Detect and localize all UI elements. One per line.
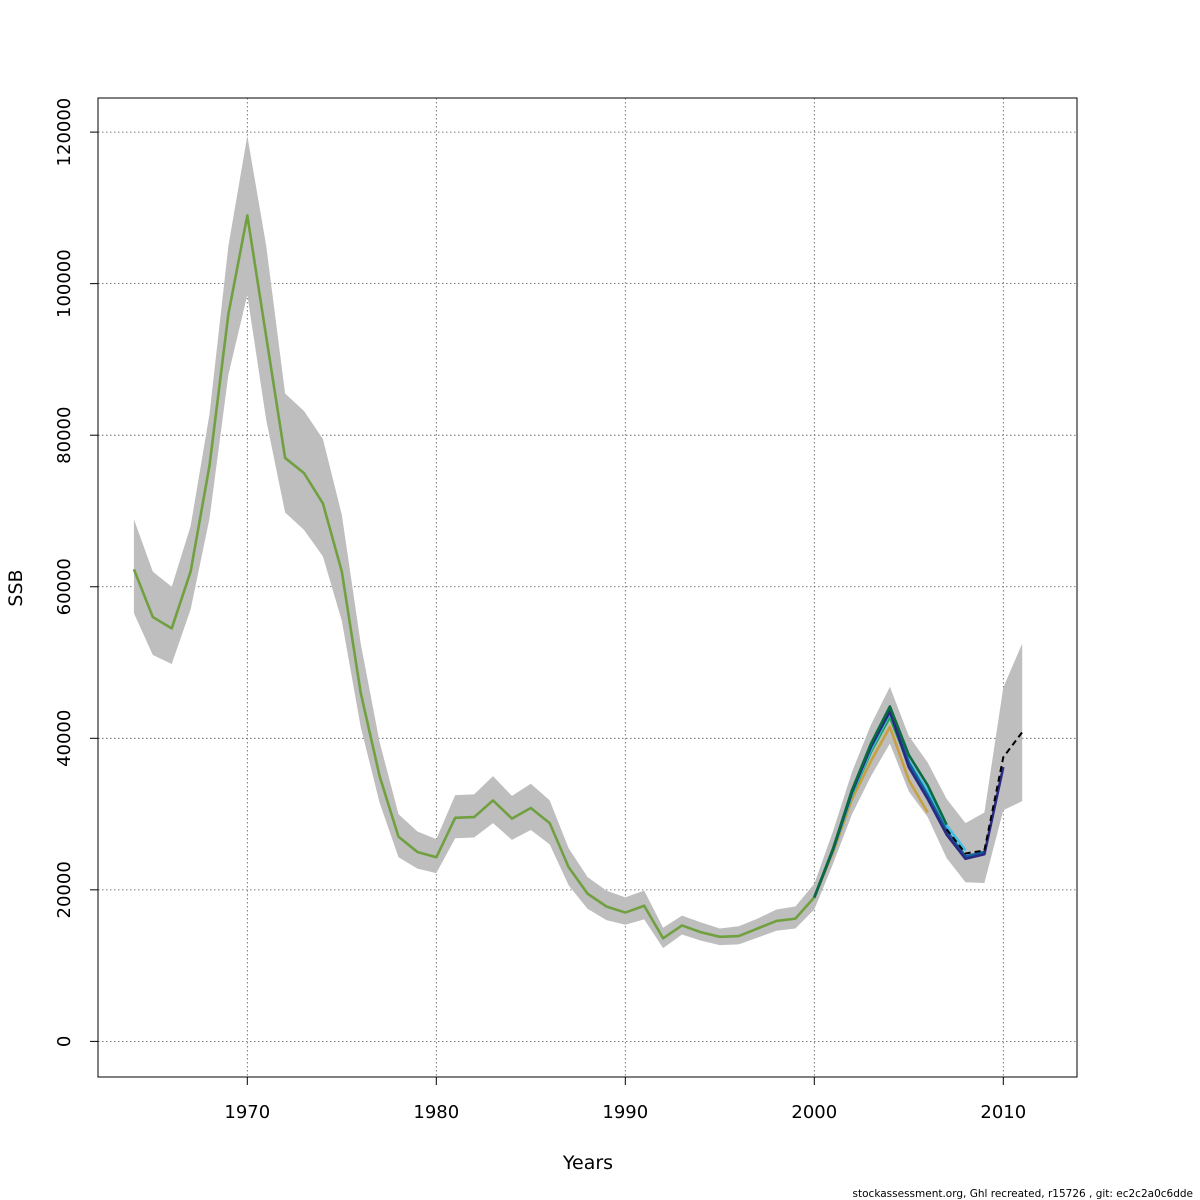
series-lines: [132, 214, 1023, 940]
series-line-0: [132, 214, 816, 940]
x-axis-title: Years: [562, 1152, 613, 1174]
plot-frame: [97, 97, 1078, 1078]
confidence-band: [133, 135, 1023, 949]
y-axis: 0 20000 40000 60000 80000 100000 120000: [54, 98, 98, 1047]
series-line-7: [945, 731, 1023, 855]
y-tick-label: 80000: [54, 407, 75, 464]
y-axis-title: SSB: [5, 569, 27, 606]
series-line-6: [813, 705, 948, 898]
ci-band: [133, 135, 1023, 949]
x-tick-label: 1970: [224, 1102, 270, 1123]
x-axis: 1970 1980 1990 2000 2010: [224, 1077, 1026, 1123]
y-tick-label: 100000: [54, 249, 75, 318]
y-tick-label: 60000: [54, 558, 75, 615]
footer-text: stockassessment.org, Ghl recreated, r157…: [853, 1188, 1193, 1200]
y-tick-label: 40000: [54, 710, 75, 767]
x-tick-label: 2000: [791, 1102, 837, 1123]
x-tick-label: 1980: [413, 1102, 459, 1123]
y-tick-label: 20000: [54, 861, 75, 918]
y-tick-label: 0: [54, 1036, 75, 1047]
y-tick-label: 120000: [54, 98, 75, 167]
x-tick-label: 1990: [602, 1102, 648, 1123]
x-tick-label: 2010: [980, 1102, 1026, 1123]
